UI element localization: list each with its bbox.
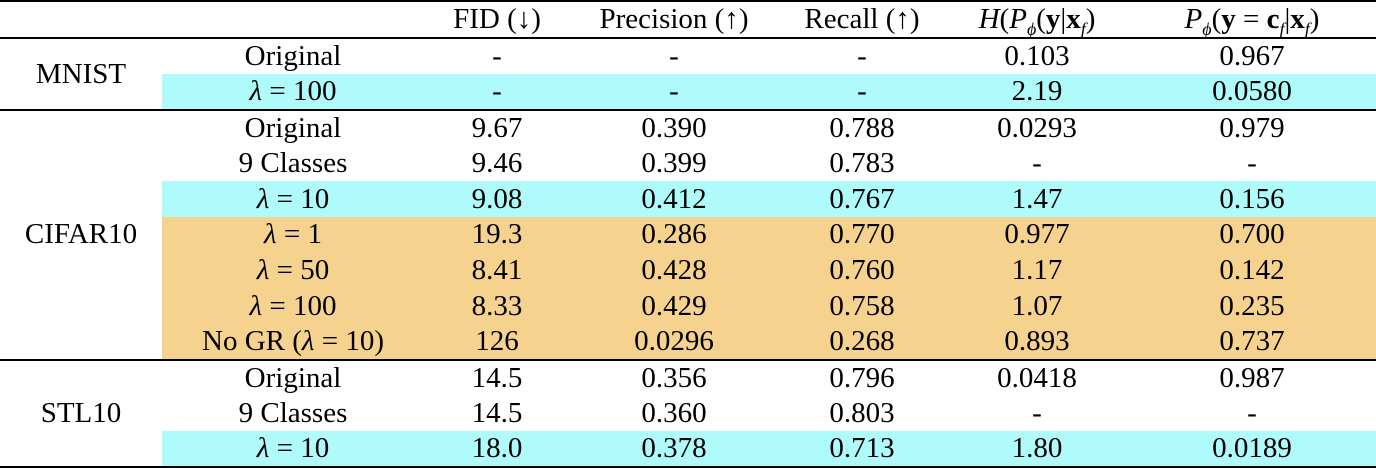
header-dataset xyxy=(0,1,162,39)
value-precision: 0.429 xyxy=(570,288,778,324)
table-header: FID (↓) Precision (↑) Recall (↑) H(Pϕ(y|… xyxy=(0,1,1376,39)
value-precision: 0.286 xyxy=(570,216,778,253)
value-entropy: - xyxy=(1032,397,1042,430)
value-class-prob: 0.156 xyxy=(1128,181,1376,217)
table-row-stl10-2: λ = 10 18.0 0.378 0.713 1.80 0.0189 xyxy=(0,431,1376,467)
table-row-cifar10-4: λ = 50 8.41 0.428 0.760 1.17 0.142 xyxy=(0,252,1376,289)
value-recall: 0.268 xyxy=(778,324,946,360)
value-recall: 0.767 xyxy=(778,181,946,217)
value-recall: 0.713 xyxy=(778,431,946,467)
value-fid: 14.5 xyxy=(471,397,523,430)
header-recall: Recall (↑) xyxy=(778,1,946,39)
row-label: Original xyxy=(244,40,342,73)
value-precision: - xyxy=(669,40,679,73)
header-row: FID (↓) Precision (↑) Recall (↑) H(Pϕ(y|… xyxy=(0,1,1376,39)
value-entropy: - xyxy=(1032,146,1042,179)
header-precision: Precision (↑) xyxy=(570,1,778,39)
value-precision: 0.378 xyxy=(570,431,778,467)
value-fid: 8.33 xyxy=(424,288,570,324)
value-class-prob: 0.700 xyxy=(1128,216,1376,253)
value-class-prob: 0.235 xyxy=(1128,288,1376,324)
value-entropy: 1.07 xyxy=(946,288,1128,324)
value-entropy: 1.17 xyxy=(946,252,1128,289)
value-class-prob: - xyxy=(1247,397,1257,430)
row-label: λ = 10 xyxy=(162,431,424,467)
value-recall: 0.770 xyxy=(778,216,946,253)
value-precision: 0.412 xyxy=(570,181,778,217)
table-row-cifar10-3: λ = 1 19.3 0.286 0.770 0.977 0.700 xyxy=(0,216,1376,253)
value-precision: 0.390 xyxy=(570,108,778,146)
value-fid: 126 xyxy=(424,324,570,360)
table-row-stl10-1: 9 Classes 14.5 0.360 0.803 - - xyxy=(0,396,1376,432)
dataset-label-mnist: MNIST xyxy=(0,38,162,110)
value-recall: 0.796 xyxy=(778,358,946,396)
header-fid: FID (↓) xyxy=(424,1,570,39)
row-label: λ = 50 xyxy=(162,252,424,289)
value-class-prob: 0.737 xyxy=(1128,324,1376,360)
row-label: Original xyxy=(162,358,424,396)
value-precision: 0.0296 xyxy=(570,324,778,360)
value-recall: 0.758 xyxy=(778,288,946,324)
row-label: λ = 100 xyxy=(162,73,424,110)
value-entropy: 2.19 xyxy=(946,73,1128,110)
dataset-label-stl10: STL10 xyxy=(0,358,162,467)
value-recall: 0.783 xyxy=(829,146,895,179)
value-entropy: 0.0418 xyxy=(946,358,1128,396)
value-fid: 9.67 xyxy=(424,108,570,146)
row-label: λ = 1 xyxy=(162,216,424,253)
value-class-prob: 0.0580 xyxy=(1128,73,1376,110)
value-class-prob: 0.142 xyxy=(1128,252,1376,289)
table-row-cifar10-1: 9 Classes 9.46 0.399 0.783 - - xyxy=(0,145,1376,181)
value-fid: 8.41 xyxy=(424,252,570,289)
value-entropy: 0.977 xyxy=(946,216,1128,253)
value-class-prob: - xyxy=(1247,146,1257,179)
value-class-prob: 0.979 xyxy=(1128,108,1376,146)
table-row-cifar10-5: λ = 100 8.33 0.429 0.758 1.07 0.235 xyxy=(0,288,1376,324)
value-recall: - xyxy=(857,40,867,73)
row-label: 9 Classes xyxy=(238,146,348,179)
value-fid: 14.5 xyxy=(424,358,570,396)
header-entropy: H(Pϕ(y|xf) xyxy=(946,1,1128,39)
value-precision: 0.360 xyxy=(641,397,707,430)
table-row-cifar10-2: λ = 10 9.08 0.412 0.767 1.47 0.156 xyxy=(0,181,1376,217)
value-fid: - xyxy=(424,73,570,110)
row-label: λ = 10 xyxy=(162,181,424,217)
table-row-stl10-0: STL10 Original 14.5 0.356 0.796 0.0418 0.987 xyxy=(0,358,1376,467)
row-label: No GR (λ = 10) xyxy=(162,324,424,360)
value-fid: 19.3 xyxy=(424,216,570,253)
value-entropy: 0.0293 xyxy=(946,108,1128,146)
value-entropy: 0.103 xyxy=(1004,40,1070,73)
header-class-prob: Pϕ(y = cf|xf) xyxy=(1128,1,1376,39)
value-recall: 0.803 xyxy=(829,397,895,430)
row-label: Original xyxy=(162,108,424,146)
value-class-prob: 0.987 xyxy=(1128,358,1376,396)
value-fid: - xyxy=(492,40,502,73)
row-label: 9 Classes xyxy=(238,397,348,430)
value-recall: - xyxy=(778,73,946,110)
table-row-mnist-0: MNIST Original - - -0.103 0.967 xyxy=(0,38,1376,110)
value-fid: 9.46 xyxy=(471,146,523,179)
value-precision: 0.356 xyxy=(570,358,778,396)
header-variant xyxy=(162,1,424,39)
value-entropy: 0.893 xyxy=(946,324,1128,360)
value-class-prob: 0.0189 xyxy=(1128,431,1376,467)
table-row-cifar10-0: CIFAR10 Original 9.67 0.390 0.788 0.0293 0.979 xyxy=(0,108,1376,360)
table-row-cifar10-6: No GR (λ = 10) 126 0.0296 0.268 0.893 0.737 xyxy=(0,324,1376,360)
value-fid: 9.08 xyxy=(424,181,570,217)
dataset-label-cifar10: CIFAR10 xyxy=(0,108,162,360)
value-entropy: 1.80 xyxy=(946,431,1128,467)
value-precision: - xyxy=(570,73,778,110)
row-label: λ = 100 xyxy=(162,288,424,324)
table-row-mnist-1: λ = 100- - -2.19 0.0580 xyxy=(0,73,1376,110)
table-body: MNIST Original - - -0.103 0.967 λ = 100- - -2.19… xyxy=(0,38,1376,467)
value-fid: 18.0 xyxy=(424,431,570,467)
value-precision: 0.399 xyxy=(641,146,707,179)
value-class-prob: 0.967 xyxy=(1219,40,1285,73)
value-precision: 0.428 xyxy=(570,252,778,289)
value-recall: 0.760 xyxy=(778,252,946,289)
value-entropy: 1.47 xyxy=(946,181,1128,217)
value-recall: 0.788 xyxy=(778,108,946,146)
